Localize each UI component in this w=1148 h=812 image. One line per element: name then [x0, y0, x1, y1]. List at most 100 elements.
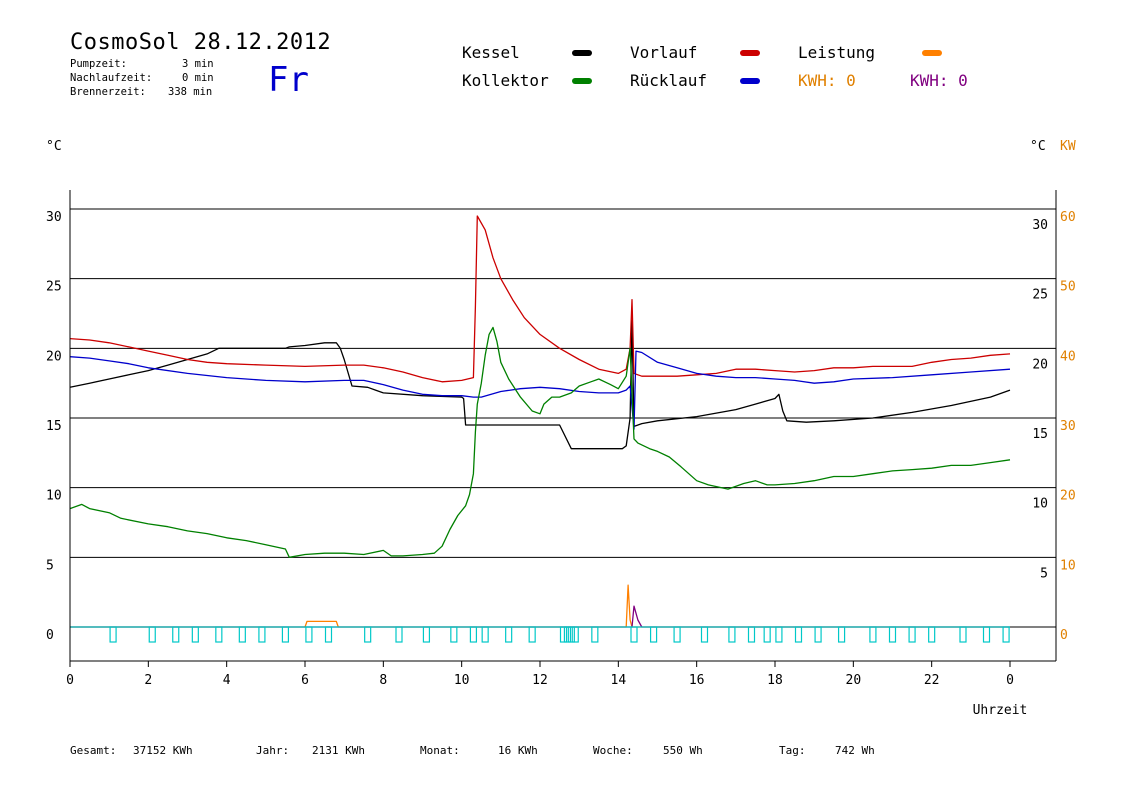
legend-kessel-label: Kessel [462, 43, 520, 62]
pump-pulse [469, 626, 478, 643]
axes [69, 190, 1057, 667]
pump-time-value: 3 min [182, 58, 214, 70]
pump-pulse [148, 626, 156, 643]
x-tick-label: 0 [1006, 673, 1014, 688]
x-tick-label: 22 [924, 673, 940, 688]
pump-pulse [528, 626, 536, 643]
legend-kollektor-swatch [572, 78, 592, 84]
left-axis-unit: °C [46, 139, 62, 154]
footer-monat-value: 16 KWh [498, 744, 538, 757]
pump-pulse [673, 626, 681, 643]
tick-labels: 0 2 4 6 8 10 12 14 16 18 20 22 0 Uhrzeit 0 5 10 15 20 25 30 5… [46, 210, 1076, 718]
pump-pulse [630, 626, 638, 643]
y-left-tick-label: 10 [46, 489, 62, 504]
y-left-tick-label: 15 [46, 419, 62, 434]
burner-time-label: Brennerzeit: [70, 86, 146, 98]
pump-pulse [364, 626, 372, 643]
x-tick-label: 0 [66, 673, 74, 688]
footer-monat-label: Monat: [420, 744, 460, 757]
pump-pulse [305, 626, 313, 643]
legend-ruecklauf-swatch [740, 78, 760, 84]
pump-pulse [775, 626, 783, 643]
pump-pulse [172, 626, 180, 643]
legend-kwh-orange: KWH: 0 [798, 71, 856, 90]
y-right-kw-tick-label: 40 [1060, 349, 1076, 364]
x-tick-label: 10 [454, 673, 470, 688]
x-tick-label: 18 [767, 673, 783, 688]
weekday-label: Fr [268, 60, 309, 100]
y-left-tick-label: 30 [46, 210, 62, 225]
pump-pulse [591, 626, 599, 643]
pump-pulse [747, 626, 756, 643]
right-axis-unit-c: °C [1030, 139, 1046, 154]
x-tick-label: 8 [379, 673, 387, 688]
pump-pulse [700, 626, 709, 643]
pump-pulse [763, 626, 771, 643]
pump-pulse [794, 626, 803, 643]
pump-pulse [982, 626, 991, 643]
grid-lines [70, 208, 1056, 558]
y-right-c-tick-label: 10 [1032, 497, 1048, 512]
x-tick-label: 12 [532, 673, 548, 688]
pump-pulse [837, 626, 846, 643]
y-right-kw-tick-label: 0 [1060, 628, 1068, 643]
pump-pulse [649, 626, 658, 643]
y-right-c-tick-label: 15 [1032, 427, 1048, 442]
x-tick-label: 14 [611, 673, 627, 688]
footer-woche-value: 550 Wh [663, 744, 703, 757]
series-lines [69, 215, 1011, 628]
pump-pulse [422, 626, 431, 643]
y-right-kw-tick-label: 50 [1060, 280, 1076, 295]
pump-pulse [324, 626, 333, 643]
y-right-kw-tick-label: 20 [1060, 489, 1076, 504]
pump-pulse [869, 626, 877, 643]
series-kollektor [69, 326, 1011, 558]
pump-pulse [959, 626, 967, 643]
x-tick-label: 16 [689, 673, 705, 688]
footer-woche-label: Woche: [593, 744, 633, 757]
pump-pulse [728, 626, 736, 643]
after-run-value: 0 min [182, 72, 214, 84]
legend-vorlauf-label: Vorlauf [630, 43, 698, 62]
pump-pulse [505, 626, 513, 643]
series-vorlauf [69, 215, 1011, 383]
legend-leistung-label: Leistung [798, 43, 876, 62]
pump-pulse [563, 626, 572, 643]
legend-leistung-swatch [922, 50, 942, 56]
pump-pulse [281, 626, 290, 643]
chart-title: CosmoSol 28.12.2012 [70, 30, 332, 55]
series-leistung [70, 584, 1010, 628]
series-kwh [70, 605, 1010, 628]
pump-pulse [215, 626, 223, 643]
after-run-label: Nachlaufzeit: [70, 72, 153, 84]
footer-jahr-value: 2131 KWh [312, 744, 365, 757]
x-tick-label: 2 [144, 673, 152, 688]
footer-gesamt-label: Gesamt: [70, 744, 117, 757]
legend-ruecklauf-label: Rücklauf [630, 71, 708, 90]
y-right-c-tick-label: 30 [1032, 218, 1048, 233]
pump-pulse [481, 626, 489, 643]
footer-jahr-label: Jahr: [256, 744, 290, 757]
y-right-kw-tick-label: 60 [1060, 210, 1076, 225]
pump-pulse [567, 626, 575, 643]
legend-kwh-purple: KWH: 0 [910, 71, 968, 90]
y-left-tick-label: 20 [46, 349, 62, 364]
legend-kollektor-label: Kollektor [462, 71, 549, 90]
legend-kessel-swatch [572, 50, 592, 56]
footer-tag-value: 742 Wh [835, 744, 875, 757]
x-tick-label: 4 [223, 673, 231, 688]
y-right-kw-tick-label: 10 [1060, 558, 1076, 573]
legend-vorlauf-swatch [740, 50, 760, 56]
y-left-tick-label: 5 [46, 558, 54, 573]
pump-time-label: Pumpzeit: [70, 58, 127, 70]
series-rcklauf [69, 350, 1011, 430]
burner-time-value: 338 min [168, 86, 213, 98]
footer-tag-label: Tag: [779, 744, 806, 757]
x-tick-label: 20 [846, 673, 862, 688]
pump-pulse [571, 626, 579, 643]
y-right-kw-tick-label: 30 [1060, 419, 1076, 434]
y-left-tick-label: 25 [46, 280, 62, 295]
pump-pulse [908, 626, 916, 643]
pump-pulse [191, 626, 199, 643]
